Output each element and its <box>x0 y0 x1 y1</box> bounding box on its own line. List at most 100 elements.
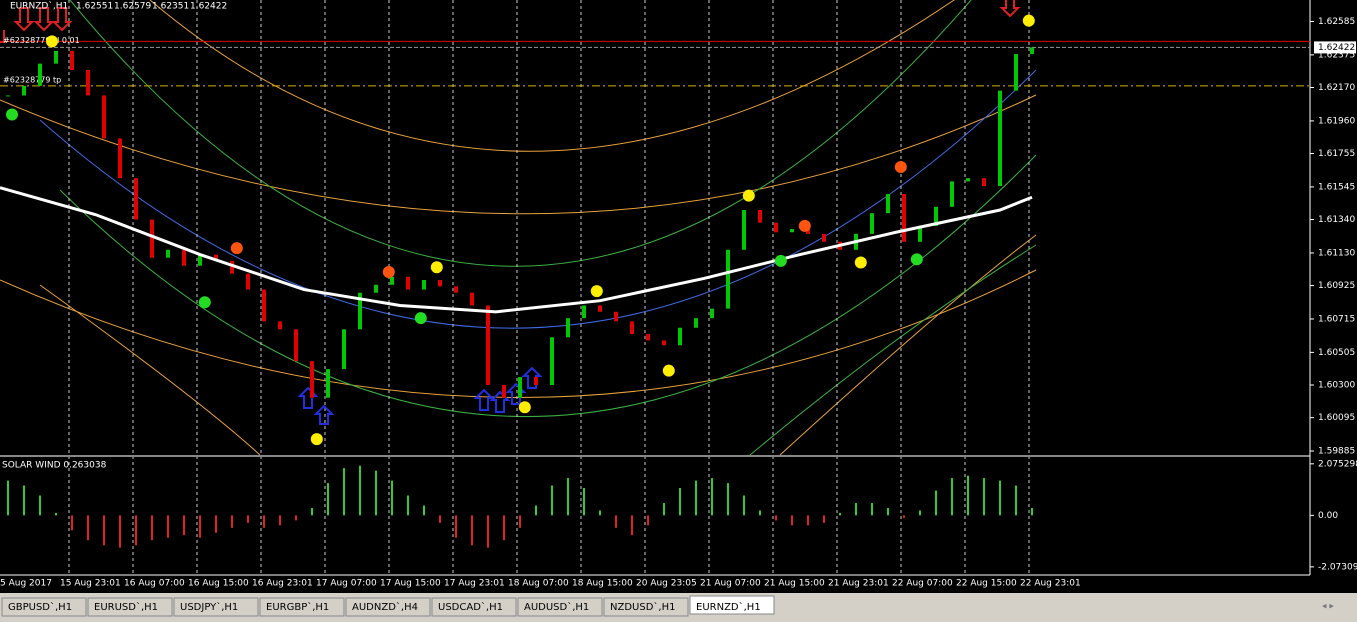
tab-face <box>689 595 775 615</box>
band <box>0 269 1037 398</box>
tab[interactable]: AUDNZD`,H4 <box>345 597 431 617</box>
candle <box>278 321 282 330</box>
candle <box>134 178 138 220</box>
candle <box>678 327 682 346</box>
candle <box>518 377 522 398</box>
candle <box>150 219 154 258</box>
candle <box>774 222 778 233</box>
header-high: 1.62579 <box>114 2 151 12</box>
candle <box>166 249 170 258</box>
time-label: 22 Aug 23:01 <box>1020 579 1081 589</box>
time-label: 17 Aug 07:00 <box>316 579 377 589</box>
price-label: 1.60095 <box>1318 413 1355 423</box>
time-label: 17 Aug 23:01 <box>444 579 505 589</box>
candle <box>694 318 698 328</box>
header: EURNZD`,H1 <box>10 1 68 12</box>
candle <box>582 305 586 319</box>
candle <box>54 50 58 64</box>
time-label: 21 Aug 07:00 <box>700 579 761 589</box>
candle <box>358 292 362 330</box>
tab-label[interactable]: USDCAD`,H1 <box>438 601 503 613</box>
header-open: 1.62551 <box>76 2 113 12</box>
band <box>0 94 1037 215</box>
tab[interactable]: EURUSD`,H1 <box>87 597 173 617</box>
sell-arrows <box>0 7 73 43</box>
time-label: 18 Aug 07:00 <box>508 579 569 589</box>
price-label: 1.59885 <box>1318 447 1355 457</box>
vertical-grid: 5 Aug 2017 15 Aug 23:01 16 Aug 07:00 16 Aug… <box>0 0 1081 589</box>
candle <box>38 63 42 86</box>
candle <box>86 70 90 96</box>
tab[interactable]: AUDUSD`,H1 <box>517 597 603 617</box>
candle <box>1014 54 1018 91</box>
tab[interactable]: EURGBP`,H1 <box>259 597 345 617</box>
candle <box>438 280 442 287</box>
indicator-label: -2.073098 <box>1318 562 1357 572</box>
price-label: 1.60925 <box>1318 281 1355 291</box>
candle <box>614 311 618 322</box>
signal-dot <box>774 254 787 267</box>
tab[interactable]: USDJPY`,H1 <box>173 597 259 617</box>
candle <box>902 194 906 242</box>
tab-label[interactable]: GBPUSD`,H1 <box>8 601 72 613</box>
candle <box>390 276 394 285</box>
candle <box>950 181 954 207</box>
tab[interactable]: USDCAD`,H1 <box>431 597 517 617</box>
tab-face <box>517 597 603 617</box>
price-label: 1.60300 <box>1318 381 1355 391</box>
band <box>149 0 955 152</box>
signal-dot <box>798 219 811 232</box>
band <box>779 234 1037 456</box>
signal-dot <box>1022 14 1035 27</box>
candle <box>870 213 874 234</box>
candle <box>806 229 810 234</box>
order-label: #62328779 tp <box>3 75 61 84</box>
scroll-arrows[interactable]: ◂ ▸ <box>1322 602 1334 612</box>
price-label: 1.60505 <box>1318 348 1355 358</box>
price-label: 1.62170 <box>1318 83 1355 93</box>
time-label: 22 Aug 15:00 <box>956 579 1017 589</box>
tab-label[interactable]: EURUSD`,H1 <box>94 601 158 613</box>
tab-label[interactable]: AUDNZD`,H4 <box>352 601 418 613</box>
tab-label[interactable]: AUDUSD`,H1 <box>524 601 589 613</box>
tab-face <box>603 597 689 617</box>
candle <box>742 210 746 250</box>
indicator-title: SOLAR WIND 0.263038 <box>2 461 107 471</box>
candle <box>310 361 314 398</box>
candle <box>422 280 426 290</box>
band <box>69 0 972 267</box>
header-close: 1.62422 <box>190 2 227 12</box>
time-label: 18 Aug 15:00 <box>572 579 633 589</box>
candle <box>982 178 986 187</box>
signal-dot <box>46 35 58 48</box>
moving-average <box>0 186 1033 314</box>
signal-dot <box>590 285 603 298</box>
tab-label[interactable]: USDJPY`,H1 <box>180 601 238 613</box>
tab[interactable]: EURNZD`,H1 <box>689 595 775 615</box>
header-low: 1.62351 <box>152 2 189 12</box>
tab-label[interactable]: EURNZD`,H1 <box>696 601 761 613</box>
tab[interactable]: GBPUSD`,H1 <box>1 597 87 617</box>
candle <box>214 254 218 261</box>
candle <box>630 321 634 335</box>
candle <box>118 138 122 179</box>
indicator-label: 2.075298 <box>1318 459 1357 469</box>
time-label: 16 Aug 07:00 <box>124 579 185 589</box>
tab-face <box>259 597 345 617</box>
candle <box>710 308 714 319</box>
tab-label[interactable]: EURGBP`,H1 <box>266 601 329 613</box>
signal-dot <box>518 401 531 414</box>
tab-face <box>1 597 87 617</box>
price-label: 1.62375 <box>1318 50 1355 60</box>
time-label: 22 Aug 07:00 <box>892 579 953 589</box>
price-label: 1.60715 <box>1318 314 1355 324</box>
signal-dot <box>894 161 907 174</box>
candle <box>966 178 970 182</box>
candle <box>198 254 202 266</box>
band <box>749 244 1037 456</box>
tab-label[interactable]: NZDUSD`,H1 <box>610 601 675 613</box>
sell-arrows <box>999 0 1021 18</box>
tab[interactable]: NZDUSD`,H1 <box>603 597 689 617</box>
order-label: #62328779 sl 0.01 <box>3 36 80 45</box>
